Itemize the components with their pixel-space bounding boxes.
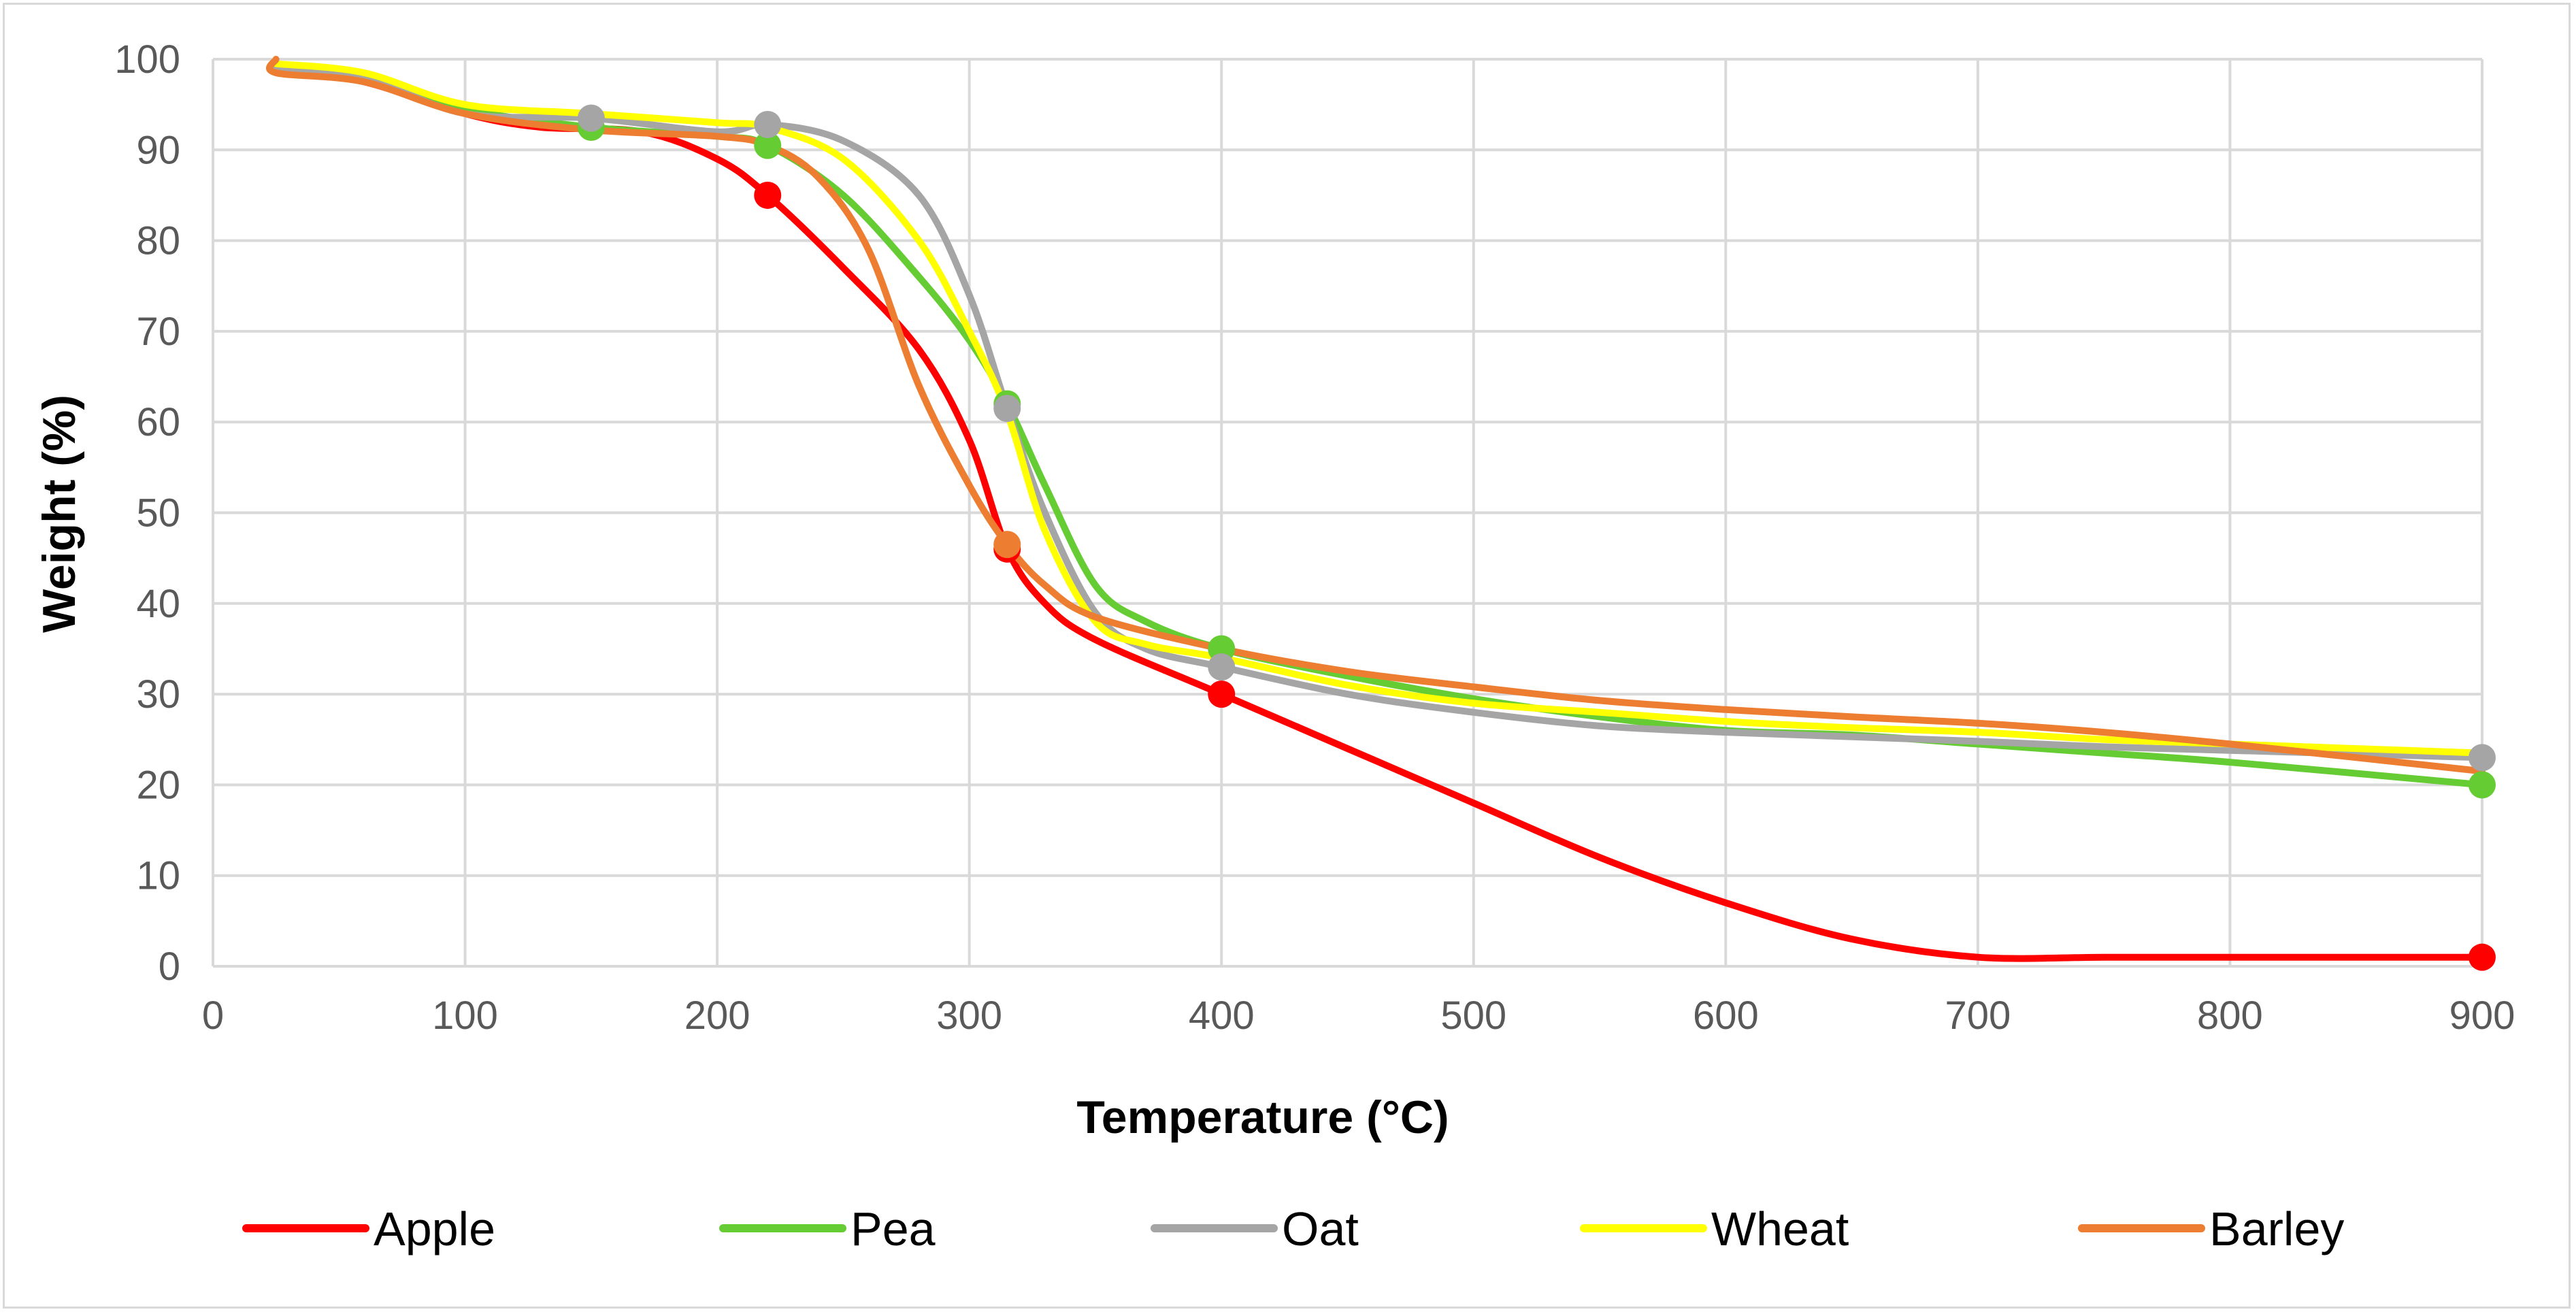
x-tick-label: 100 (432, 993, 498, 1038)
y-tick-label: 30 (136, 672, 180, 717)
x-tick-label: 0 (202, 993, 224, 1038)
y-tick-label: 60 (136, 400, 180, 444)
barley-series-line (266, 56, 2486, 775)
series-lines (266, 56, 2486, 962)
x-tick-label: 700 (1945, 993, 2011, 1038)
x-tick-label: 300 (936, 993, 1002, 1038)
y-tick-label: 10 (136, 854, 180, 898)
pea-data-point (2468, 771, 2496, 799)
y-tick-label: 50 (136, 491, 180, 536)
barley-legend-label: Barley (2209, 1202, 2344, 1255)
barley-data-point (993, 531, 1021, 559)
y-tick-label: 40 (136, 582, 180, 626)
x-tick-label: 800 (2197, 993, 2263, 1038)
axes (212, 59, 2482, 968)
x-tick-label: 500 (1440, 993, 1506, 1038)
x-tick-label: 200 (684, 993, 750, 1038)
gridlines (213, 58, 2483, 966)
x-axis-title: Temperature (°C) (1076, 1091, 1449, 1143)
oat-data-point (754, 110, 782, 138)
oat-data-point (993, 395, 1021, 423)
wheat-series-line (272, 60, 2486, 757)
x-tick-label: 400 (1189, 993, 1255, 1038)
apple-legend-label: Apple (374, 1202, 495, 1255)
y-tick-label: 70 (136, 310, 180, 354)
apple-data-point (1208, 680, 1236, 708)
pea-data-point (754, 131, 782, 159)
apple-data-point (2468, 943, 2496, 971)
oat-data-point (1208, 653, 1236, 681)
oat-data-point (577, 104, 605, 132)
pea-legend-label: Pea (851, 1202, 936, 1255)
y-tick-label: 20 (136, 763, 180, 807)
chart-frame (3, 3, 2571, 1309)
apple-data-point (754, 181, 782, 209)
y-tick-label: 90 (136, 128, 180, 172)
y-tick-label: 0 (159, 945, 180, 989)
y-tick-label: 100 (114, 37, 180, 82)
series-markers (577, 104, 2496, 971)
oat-series-line (272, 65, 2486, 761)
oat-legend-label: Oat (1282, 1202, 1359, 1255)
wheat-legend-label: Wheat (1711, 1202, 1849, 1255)
x-tick-label: 900 (2449, 993, 2515, 1038)
x-tick-label: 600 (1693, 993, 1759, 1038)
x-tick-labels: 0 100 200 300 400 500 600 700 800 900 (202, 993, 2515, 1038)
y-axis-title: Weight (%) (33, 395, 85, 633)
oat-data-point (2468, 744, 2496, 772)
y-tick-labels: 0 10 20 30 40 50 60 70 80 90 100 (114, 37, 180, 989)
legend: Apple Pea Oat Wheat Barley (242, 1202, 2344, 1255)
y-tick-label: 80 (136, 219, 180, 263)
